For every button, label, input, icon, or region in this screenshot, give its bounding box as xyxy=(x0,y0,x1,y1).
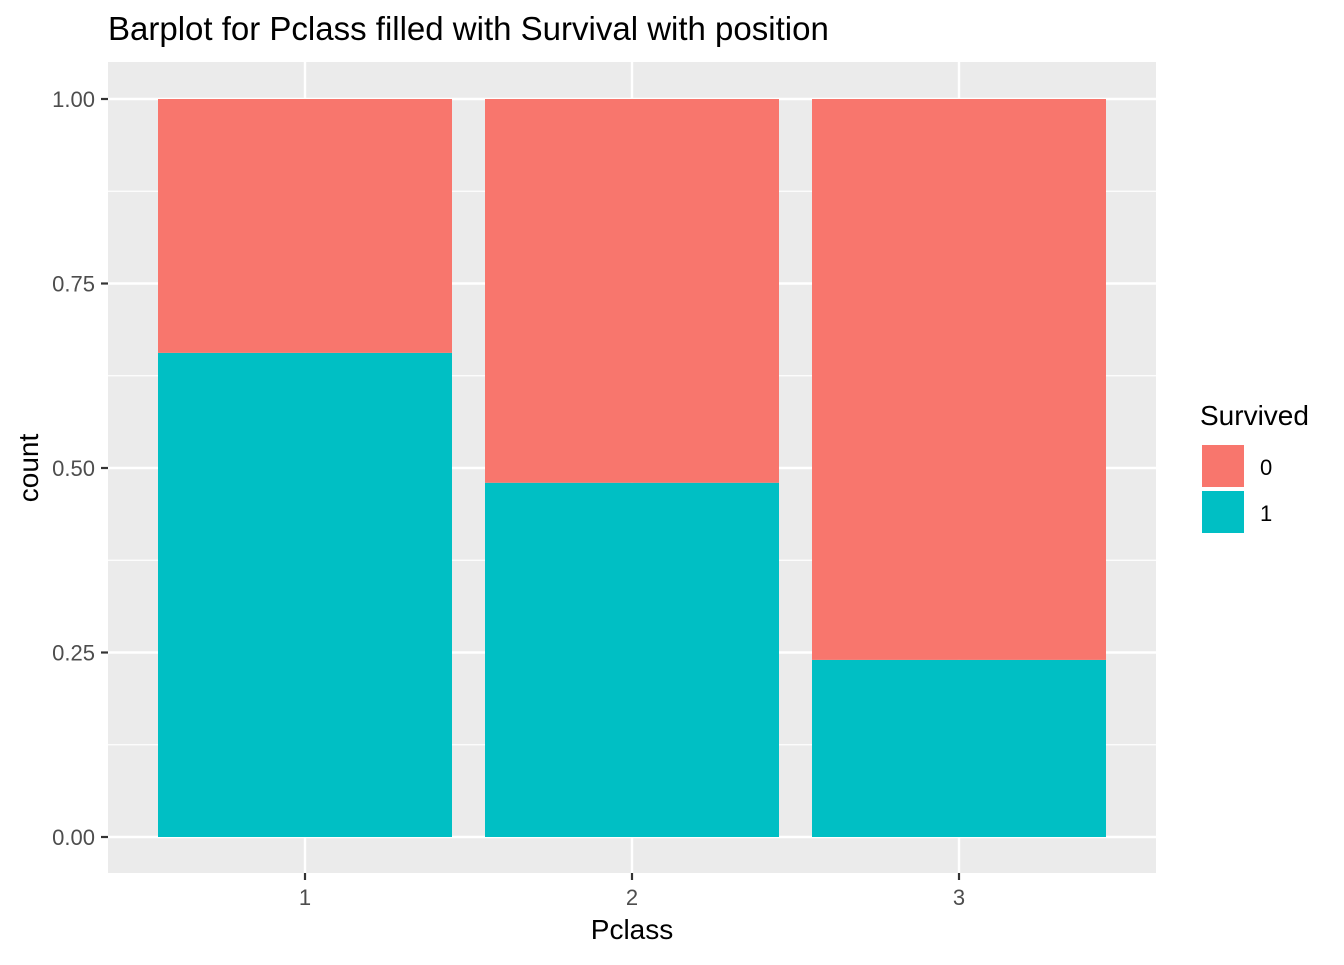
legend-key-1 xyxy=(1202,491,1244,533)
y-axis: 0.00 0.25 0.50 0.75 1.00 xyxy=(52,87,108,850)
chart-title: Barplot for Pclass filled with Survival … xyxy=(108,10,829,47)
bar-pclass-3-survived-0 xyxy=(812,99,1106,660)
legend-key-0 xyxy=(1202,445,1244,487)
legend-title: Survived xyxy=(1200,400,1309,431)
y-axis-label: count xyxy=(13,434,44,503)
bar-pclass-2-survived-0 xyxy=(485,99,779,483)
y-tick-label: 0.25 xyxy=(52,641,95,666)
x-tick-label: 1 xyxy=(299,885,311,910)
y-tick-label: 0.00 xyxy=(52,825,95,850)
y-tick-label: 0.50 xyxy=(52,456,95,481)
y-tick-label: 0.75 xyxy=(52,272,95,297)
x-tick-label: 2 xyxy=(626,885,638,910)
legend-label-0: 0 xyxy=(1260,455,1272,480)
x-tick-label: 3 xyxy=(953,885,965,910)
bars-group xyxy=(158,99,1106,837)
bar-pclass-2-survived-1 xyxy=(485,482,779,837)
legend-label-1: 1 xyxy=(1260,501,1272,526)
legend: Survived 0 1 xyxy=(1200,400,1309,533)
y-tick-label: 1.00 xyxy=(52,87,95,112)
bar-pclass-1-survived-0 xyxy=(158,99,452,353)
x-axis: 1 2 3 xyxy=(299,873,965,910)
x-axis-label: Pclass xyxy=(591,914,673,945)
bar-pclass-3-survived-1 xyxy=(812,659,1106,837)
bar-pclass-1-survived-1 xyxy=(158,352,452,837)
